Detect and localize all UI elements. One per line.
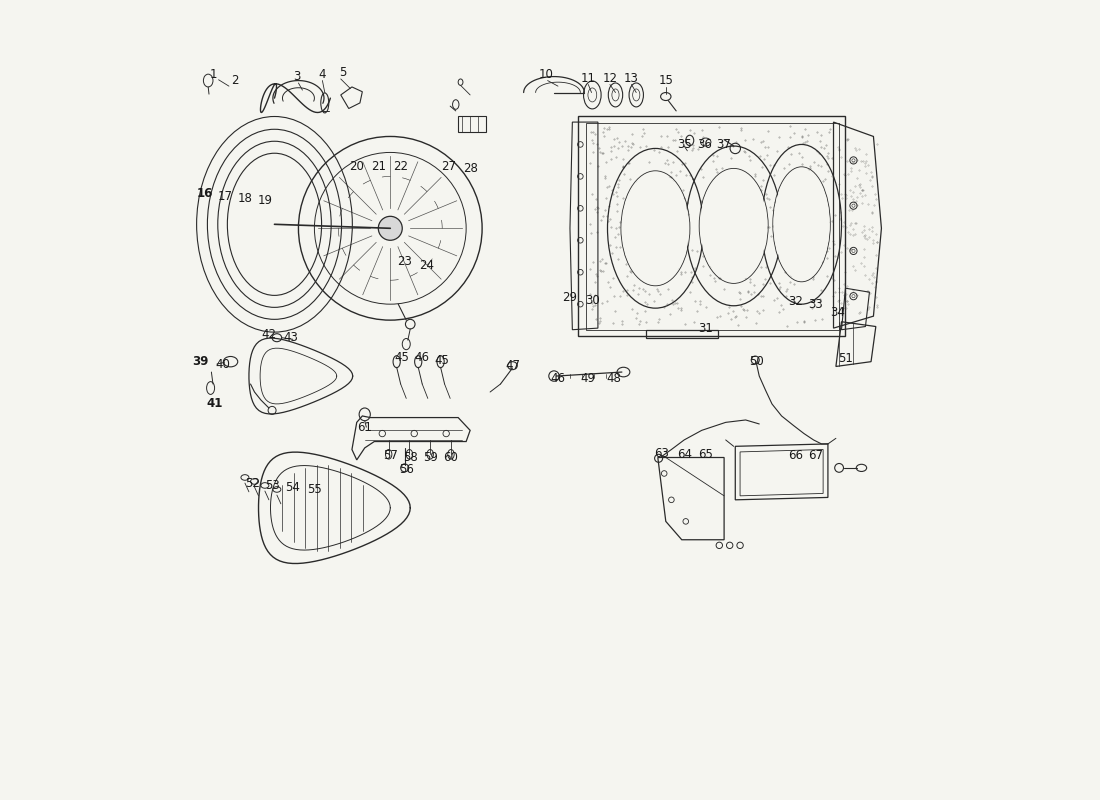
Text: 61: 61 — [358, 422, 372, 434]
Text: 34: 34 — [830, 306, 845, 318]
Text: 59: 59 — [422, 451, 438, 464]
Text: 63: 63 — [654, 447, 669, 460]
Text: 1: 1 — [209, 68, 217, 81]
Text: 45: 45 — [395, 351, 409, 364]
Text: 50: 50 — [749, 355, 763, 368]
Text: 5: 5 — [339, 66, 346, 79]
Text: 29: 29 — [562, 291, 578, 304]
Text: 65: 65 — [698, 448, 713, 461]
Text: 24: 24 — [419, 259, 433, 272]
Text: 2: 2 — [231, 74, 239, 87]
Text: 30: 30 — [585, 294, 600, 306]
Text: 22: 22 — [393, 159, 408, 173]
Text: 60: 60 — [442, 451, 458, 464]
Text: 39: 39 — [192, 355, 208, 368]
Ellipse shape — [378, 216, 403, 240]
Text: 15: 15 — [659, 74, 673, 87]
Text: 11: 11 — [581, 72, 596, 85]
Text: 48: 48 — [606, 372, 621, 385]
Text: 28: 28 — [463, 162, 477, 175]
Text: 21: 21 — [371, 159, 386, 173]
Text: 55: 55 — [307, 483, 322, 496]
Text: 58: 58 — [403, 451, 418, 464]
Text: 20: 20 — [350, 159, 364, 173]
Text: 17: 17 — [218, 190, 232, 203]
Text: 16: 16 — [197, 187, 213, 201]
Text: 46: 46 — [550, 372, 565, 385]
Text: 45: 45 — [434, 354, 450, 366]
Text: 49: 49 — [581, 372, 596, 385]
Text: 35: 35 — [676, 138, 692, 151]
Text: 13: 13 — [624, 72, 639, 85]
Text: 52: 52 — [245, 478, 261, 490]
Text: 4: 4 — [319, 68, 326, 81]
Ellipse shape — [700, 170, 767, 282]
Text: 54: 54 — [285, 482, 300, 494]
Text: 42: 42 — [262, 328, 276, 341]
Text: 32: 32 — [789, 295, 803, 308]
Text: 46: 46 — [415, 351, 430, 364]
Text: 27: 27 — [441, 159, 456, 173]
Text: 36: 36 — [696, 138, 712, 151]
Text: 23: 23 — [397, 255, 412, 268]
Text: 41: 41 — [207, 398, 223, 410]
Text: 43: 43 — [283, 331, 298, 344]
Text: 47: 47 — [505, 359, 520, 372]
Text: 66: 66 — [789, 450, 803, 462]
Text: 64: 64 — [676, 448, 692, 461]
Text: 3: 3 — [294, 70, 300, 83]
Text: 57: 57 — [383, 450, 398, 462]
Text: 18: 18 — [238, 192, 252, 206]
Text: 37: 37 — [717, 138, 732, 151]
Text: 33: 33 — [808, 298, 823, 310]
Text: 12: 12 — [603, 72, 617, 85]
Text: 31: 31 — [698, 322, 713, 334]
Ellipse shape — [773, 169, 829, 280]
Text: 53: 53 — [265, 479, 280, 492]
Text: 19: 19 — [257, 194, 273, 207]
Ellipse shape — [621, 172, 689, 284]
Text: 40: 40 — [216, 358, 230, 370]
Text: 10: 10 — [539, 68, 553, 81]
Text: 67: 67 — [808, 450, 824, 462]
Text: 51: 51 — [838, 352, 853, 365]
Text: 56: 56 — [399, 463, 414, 476]
